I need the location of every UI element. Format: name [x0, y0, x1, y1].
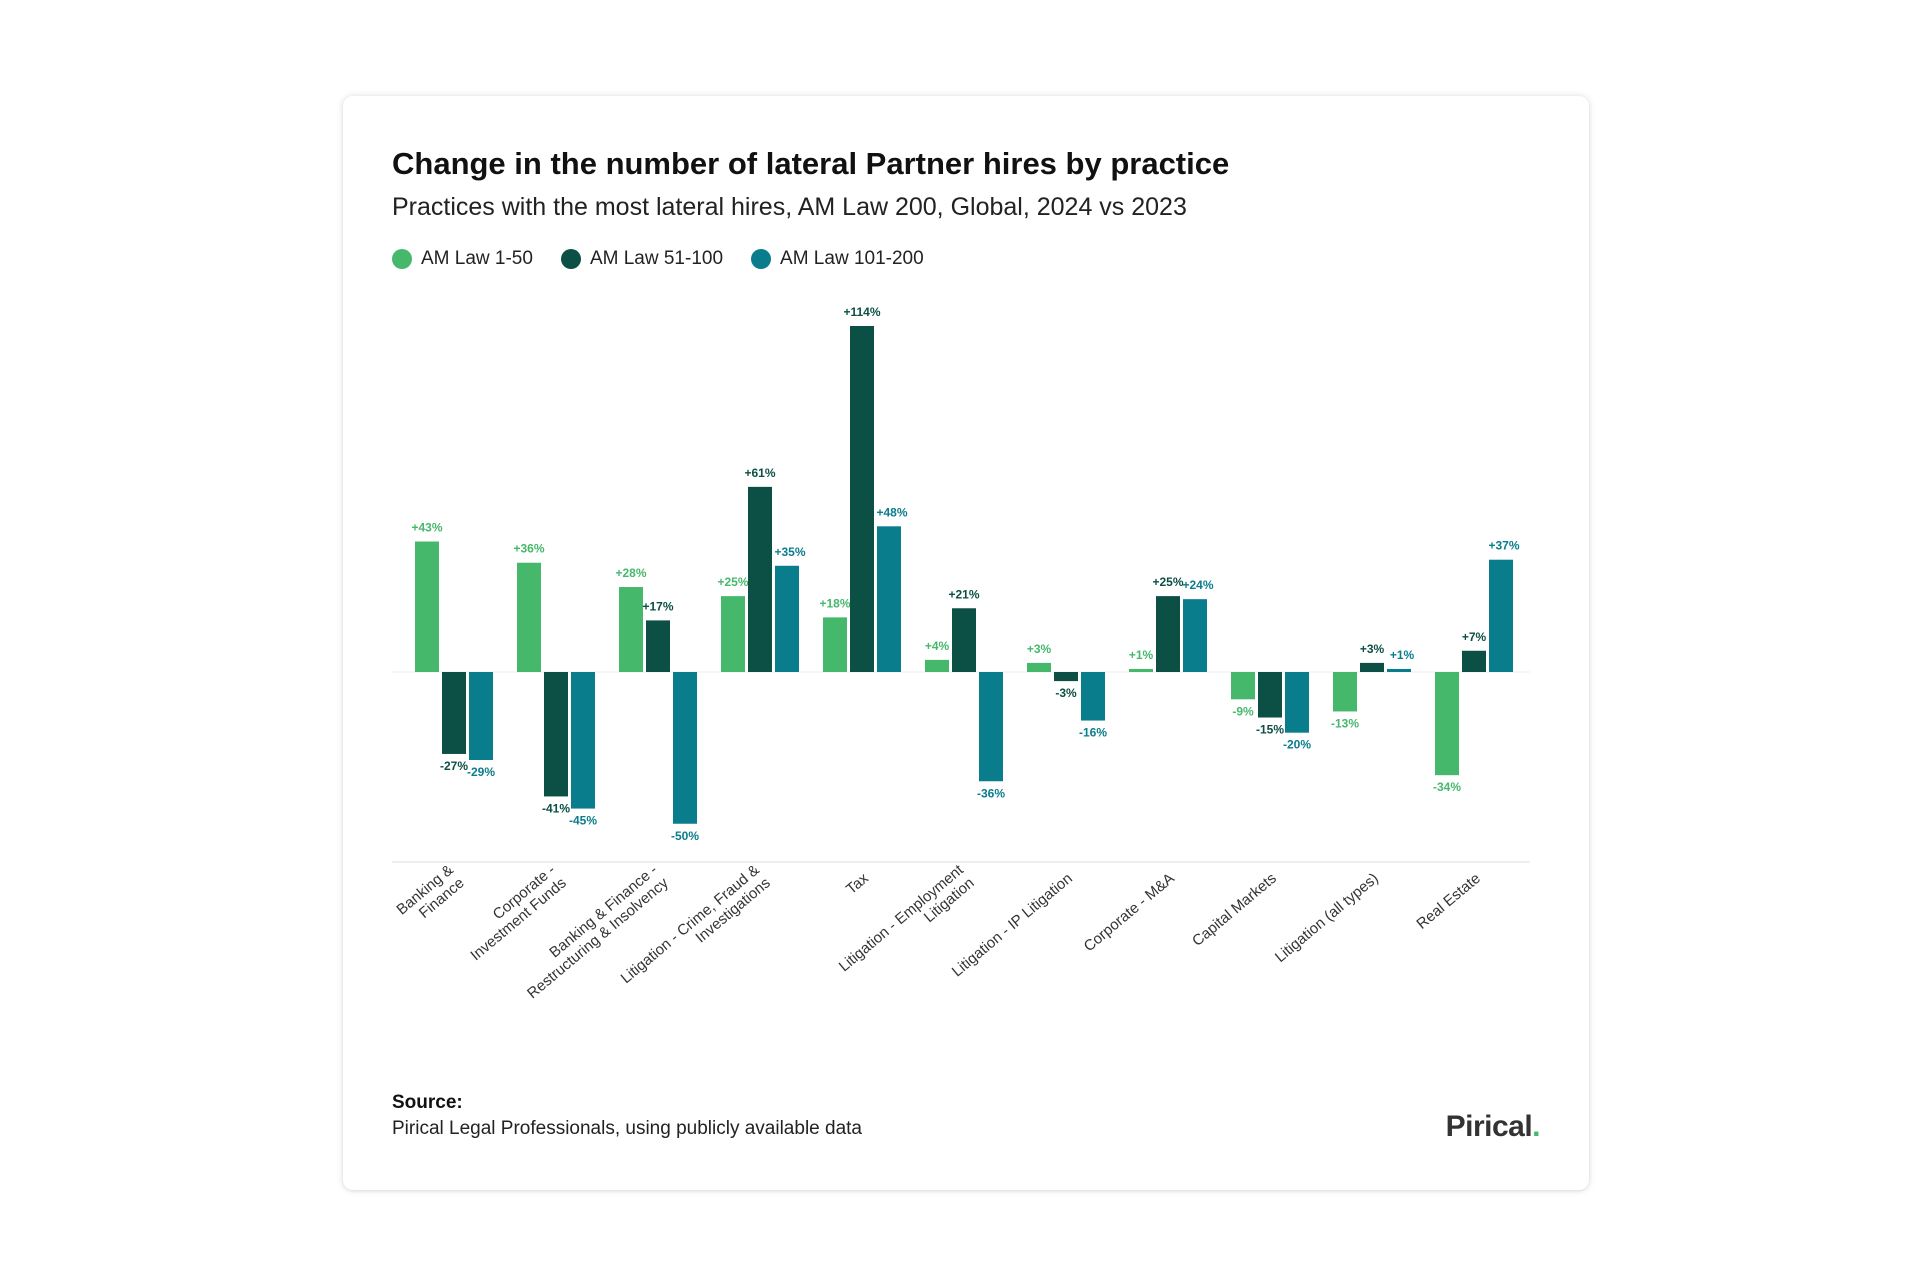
bar-s0-c10: [1435, 672, 1459, 776]
legend-label-am-law-51-100: AM Law 51-100: [589, 248, 724, 269]
bar-s0-c1: [517, 562, 541, 672]
data-label-s0-c4: +18%: [819, 596, 850, 610]
data-label-s1-c0: -27%: [440, 759, 468, 773]
bar-s2-c8: [1285, 672, 1309, 733]
bar-s2-c1: [571, 672, 595, 809]
data-label-s1-c5: +21%: [948, 587, 979, 601]
legend: AM Law 1-50 AM Law 51-100 AM Law 101-200: [392, 248, 924, 270]
bar-s1-c1: [544, 672, 568, 797]
category-label-4: Tax: [843, 870, 872, 898]
bar-s2-c0: [469, 672, 493, 761]
legend-item-am-law-101-200: AM Law 101-200: [751, 248, 924, 270]
bar-s1-c9: [1360, 662, 1384, 672]
category-label-0: Banking &Finance: [393, 861, 467, 931]
data-label-s2-c10: +37%: [1488, 539, 1519, 553]
bar-s2-c5: [979, 672, 1003, 782]
data-label-s2-c3: +35%: [774, 545, 805, 559]
bar-s1-c10: [1462, 650, 1486, 672]
data-label-s2-c5: -36%: [977, 786, 1005, 800]
data-label-s1-c9: +3%: [1360, 642, 1385, 656]
bar-s2-c6: [1081, 672, 1105, 721]
data-label-s2-c0: -29%: [467, 765, 495, 779]
data-label-s1-c8: -15%: [1256, 723, 1284, 737]
data-label-s0-c2: +28%: [615, 566, 646, 580]
chart-card: Change in the number of lateral Partner …: [343, 96, 1589, 1190]
chart-subtitle: Practices with the most lateral hires, A…: [392, 193, 1187, 221]
logo-text: Pirical: [1445, 1110, 1533, 1143]
bar-s0-c4: [823, 617, 847, 672]
legend-label-am-law-101-200: AM Law 101-200: [780, 248, 924, 269]
data-label-s1-c2: +17%: [642, 599, 673, 613]
category-label-10: Real Estate: [1413, 870, 1483, 933]
bar-s0-c7: [1129, 668, 1153, 672]
legend-item-am-law-51-100: AM Law 51-100: [560, 248, 724, 270]
bar-s1-c5: [952, 608, 976, 672]
data-label-s0-c8: -9%: [1232, 704, 1254, 718]
bar-s2-c9: [1387, 668, 1411, 672]
data-label-s1-c10: +7%: [1462, 630, 1487, 644]
bar-s0-c9: [1333, 672, 1357, 712]
bar-s1-c3: [748, 486, 772, 672]
category-label-9: Litigation (all types): [1272, 870, 1382, 966]
category-label-7-line-0: Corporate - M&A: [1081, 870, 1178, 955]
data-label-s1-c6: -3%: [1055, 686, 1077, 700]
bar-s2-c7: [1183, 599, 1207, 672]
data-label-s0-c10: -34%: [1433, 780, 1461, 794]
data-label-s0-c7: +1%: [1129, 648, 1154, 662]
logo-dot: .: [1532, 1110, 1540, 1143]
bar-s1-c0: [442, 672, 466, 754]
bar-s0-c5: [925, 659, 949, 672]
bar-s1-c4: [850, 326, 874, 672]
data-label-s0-c9: -13%: [1331, 716, 1359, 730]
bar-s0-c6: [1027, 662, 1051, 672]
legend-label-am-law-1-50: AM Law 1-50: [421, 248, 533, 269]
data-label-s2-c7: +24%: [1182, 578, 1213, 592]
category-label-10-line-0: Real Estate: [1413, 870, 1483, 933]
data-label-s2-c9: +1%: [1390, 648, 1415, 662]
pirical-logo: Pirical.: [1445, 1110, 1541, 1144]
data-label-s0-c0: +43%: [411, 520, 442, 534]
legend-swatch-am-law-51-100: [560, 249, 581, 269]
source-label: Source:: [392, 1092, 463, 1113]
bar-s0-c8: [1231, 672, 1255, 700]
bar-s0-c2: [619, 587, 643, 672]
data-label-s0-c1: +36%: [513, 542, 544, 556]
category-label-7: Corporate - M&A: [1081, 870, 1178, 955]
bar-s1-c6: [1054, 672, 1078, 682]
bar-s0-c0: [415, 541, 439, 672]
data-label-s1-c1: -41%: [542, 801, 570, 815]
data-label-s2-c8: -20%: [1283, 738, 1311, 752]
category-label-4-line-0: Tax: [843, 870, 872, 898]
category-label-2-line-0: Banking & Finance -: [546, 861, 660, 961]
bar-s2-c2: [673, 672, 697, 824]
data-label-s0-c6: +3%: [1027, 642, 1052, 656]
category-label-9-line-0: Litigation (all types): [1272, 870, 1382, 966]
bar-s0-c3: [721, 596, 745, 672]
legend-item-am-law-1-50: AM Law 1-50: [392, 248, 533, 270]
data-label-s1-c4: +114%: [843, 305, 880, 319]
data-label-s2-c2: -50%: [671, 829, 699, 843]
bar-chart: +43% +36% +28% +25% +18% +4% +3% +1% -9% -13% -34%…: [392, 305, 1530, 1002]
category-label-8-line-0: Capital Markets: [1189, 870, 1280, 950]
data-label-s1-c7: +25%: [1152, 575, 1183, 589]
data-label-s0-c5: +4%: [925, 639, 950, 653]
bar-s1-c2: [646, 620, 670, 672]
source-text: Pirical Legal Professionals, using publi…: [392, 1118, 862, 1139]
data-label-s2-c4: +48%: [876, 505, 907, 519]
bar-s2-c4: [877, 526, 901, 672]
legend-swatch-am-law-1-50: [392, 249, 412, 269]
legend-swatch-am-law-101-200: [751, 249, 772, 269]
chart-title: Change in the number of lateral Partner …: [392, 146, 1230, 181]
bar-s2-c10: [1489, 559, 1513, 672]
bar-s1-c8: [1258, 672, 1282, 718]
data-label-s2-c6: -16%: [1079, 726, 1107, 740]
data-label-s1-c3: +61%: [744, 466, 775, 480]
data-label-s2-c1: -45%: [569, 814, 597, 828]
bar-s1-c7: [1156, 596, 1180, 672]
category-label-8: Capital Markets: [1189, 870, 1280, 950]
bar-s2-c3: [775, 565, 799, 672]
data-label-s0-c3: +25%: [717, 575, 748, 589]
